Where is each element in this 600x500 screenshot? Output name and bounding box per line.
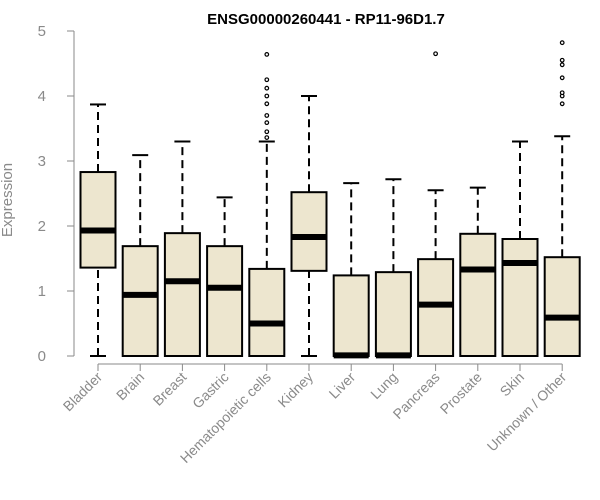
box-iqr <box>163 232 201 357</box>
outlier-point <box>264 135 270 141</box>
box-liver <box>332 182 370 359</box>
box-iqr <box>332 274 370 357</box>
x-tick-label: Lung <box>367 369 400 402</box>
box-breast <box>163 140 201 357</box>
box-iqr <box>459 232 497 357</box>
outlier-point <box>559 40 565 46</box>
box-gastric <box>206 196 244 357</box>
y-tick-label: 4 <box>38 88 46 105</box>
x-tick-label: Brain <box>113 369 147 403</box>
box-skin <box>501 140 539 357</box>
x-tick-label: Kidney <box>275 369 317 411</box>
x-tick-label: Bladder <box>60 369 106 415</box>
outlier-point <box>264 101 270 107</box>
box-iqr <box>501 238 539 357</box>
box-iqr <box>206 245 244 357</box>
outlier-point <box>559 90 565 96</box>
box-prostate <box>459 186 497 357</box>
chart-title: ENSG00000260441 - RP11-96D1.7 <box>207 11 445 28</box>
y-tick-label: 2 <box>38 218 46 235</box>
outlier-point <box>264 129 270 135</box>
box-lung <box>374 178 412 359</box>
outlier-point <box>264 120 270 126</box>
x-tick-label: Pancreas <box>390 369 443 422</box>
outlier-point <box>433 51 439 57</box>
box-brain <box>121 154 159 357</box>
x-tick-label: Unknown / Other <box>484 369 570 455</box>
box-iqr <box>121 245 159 357</box>
outlier-point <box>264 85 270 91</box>
box-unknown-other <box>543 40 581 358</box>
outlier-point <box>559 57 565 63</box>
y-tick-label: 0 <box>38 348 46 365</box>
outlier-point <box>264 113 270 118</box>
box-iqr <box>374 271 412 357</box>
y-axis-label: Expression <box>0 163 16 237</box>
outlier-point <box>559 75 565 81</box>
box-iqr <box>543 256 581 358</box>
box-series <box>79 40 581 359</box>
box-bladder <box>79 103 117 357</box>
x-tick-label: Breast <box>150 369 190 409</box>
box-kidney <box>290 95 328 357</box>
outlier-point <box>264 93 270 99</box>
box-iqr <box>290 191 328 272</box>
box-pancreas <box>417 51 455 357</box>
y-tick-label: 1 <box>38 283 46 300</box>
x-tick-label: Skin <box>497 369 528 400</box>
outlier-point <box>559 62 565 68</box>
box-iqr <box>248 267 286 357</box>
x-tick-label: Prostate <box>437 369 485 417</box>
y-axis: 0 1 2 3 4 5 <box>38 23 75 365</box>
box-iqr <box>79 171 117 269</box>
y-tick-label: 3 <box>38 153 46 170</box>
outlier-point <box>264 52 270 57</box>
box-hematopoietic-cells <box>248 52 286 357</box>
outlier-point <box>264 77 270 83</box>
x-tick-label: Liver <box>326 369 359 402</box>
outlier-point <box>559 101 565 107</box>
y-tick-label: 5 <box>38 23 46 40</box>
